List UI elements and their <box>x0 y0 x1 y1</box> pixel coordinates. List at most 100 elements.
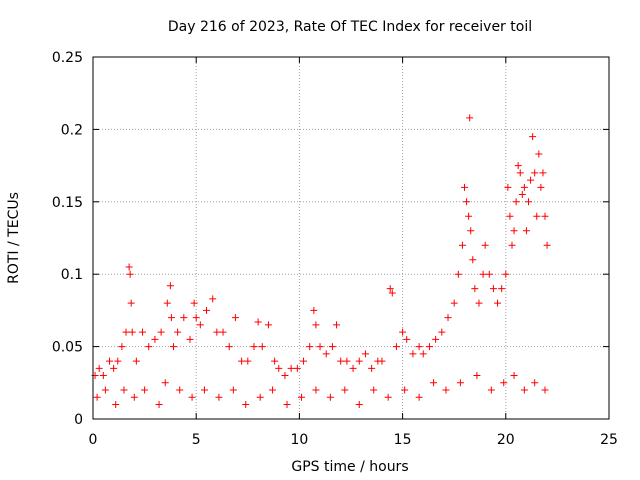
data-point <box>112 401 120 409</box>
data-point <box>186 335 194 343</box>
data-point <box>489 285 497 293</box>
data-point <box>306 343 314 351</box>
data-point <box>444 314 452 322</box>
y-axis-label: ROTI / TECUs <box>6 192 22 284</box>
y-tick-label: 0.05 <box>52 340 83 356</box>
data-point <box>533 212 541 220</box>
data-point <box>242 401 250 409</box>
data-point <box>132 357 140 365</box>
data-point <box>388 289 396 297</box>
data-point <box>269 386 277 394</box>
data-point <box>430 379 438 387</box>
data-point <box>494 299 502 307</box>
data-point <box>125 263 133 271</box>
data-point <box>415 393 423 401</box>
data-point <box>442 386 450 394</box>
data-point <box>310 306 318 314</box>
data-point <box>498 285 506 293</box>
data-point <box>520 386 528 394</box>
data-point <box>293 364 301 372</box>
x-tick-labels: 0 5 10 15 20 25 <box>89 432 618 448</box>
data-point <box>531 379 539 387</box>
data-point <box>229 386 237 394</box>
data-point <box>415 343 423 351</box>
data-point <box>485 270 493 278</box>
data-point <box>479 270 487 278</box>
data-point <box>244 357 252 365</box>
data-point <box>425 343 433 351</box>
data-point <box>469 256 477 264</box>
x-tick-label: 20 <box>497 432 515 448</box>
data-point <box>297 393 305 401</box>
data-point <box>502 270 510 278</box>
data-point <box>518 191 526 199</box>
data-point <box>120 386 128 394</box>
x-axis-label: GPS time / hours <box>291 459 408 475</box>
data-point <box>471 285 479 293</box>
data-point <box>213 328 221 336</box>
data-point <box>127 299 135 307</box>
data-points <box>91 114 551 409</box>
data-point <box>466 114 474 122</box>
data-point <box>180 314 188 322</box>
data-point <box>541 212 549 220</box>
data-point <box>155 401 163 409</box>
data-point <box>190 299 198 307</box>
x-tick-label: 15 <box>394 432 412 448</box>
data-point <box>300 357 308 365</box>
data-point <box>287 364 295 372</box>
chart-title: Day 216 of 2023, Rate Of TEC Index for r… <box>168 19 532 35</box>
data-point <box>529 133 537 141</box>
data-point <box>506 212 514 220</box>
data-point <box>215 393 223 401</box>
y-tick-label: 0.1 <box>61 267 83 283</box>
data-point <box>328 343 336 351</box>
data-point <box>250 343 258 351</box>
data-point <box>141 386 149 394</box>
data-point <box>355 401 363 409</box>
data-point <box>128 328 136 336</box>
data-point <box>256 393 264 401</box>
data-point <box>510 227 518 235</box>
data-point <box>110 364 118 372</box>
data-point <box>333 321 341 329</box>
data-point <box>275 364 283 372</box>
data-point <box>522 227 530 235</box>
data-point <box>378 357 386 365</box>
x-tick-label: 10 <box>290 432 308 448</box>
data-point <box>312 321 320 329</box>
data-point <box>95 364 103 372</box>
data-point <box>535 150 543 158</box>
data-point <box>118 343 126 351</box>
data-point <box>368 364 376 372</box>
data-point <box>254 318 262 326</box>
data-point <box>539 169 547 177</box>
data-point <box>114 357 122 365</box>
data-point <box>473 372 481 380</box>
y-tick-labels: 0 0.05 0.1 0.15 0.2 0.25 <box>52 50 83 428</box>
data-point <box>475 299 483 307</box>
data-point <box>281 372 289 380</box>
data-point <box>169 343 177 351</box>
data-point <box>258 343 266 351</box>
data-point <box>512 198 520 206</box>
data-point <box>386 285 394 293</box>
data-point <box>312 386 320 394</box>
x-tick-label: 25 <box>600 432 618 448</box>
data-point <box>438 328 446 336</box>
data-point <box>209 295 217 303</box>
data-point <box>355 357 363 365</box>
data-point <box>520 183 528 191</box>
data-point <box>403 335 411 343</box>
data-point <box>122 328 130 336</box>
data-point <box>401 386 409 394</box>
plot-frame <box>92 56 610 420</box>
data-point <box>322 350 330 358</box>
data-point <box>145 343 153 351</box>
data-point <box>225 343 233 351</box>
data-point <box>188 393 196 401</box>
data-point <box>409 350 417 358</box>
data-point <box>514 162 522 170</box>
data-point <box>461 183 469 191</box>
